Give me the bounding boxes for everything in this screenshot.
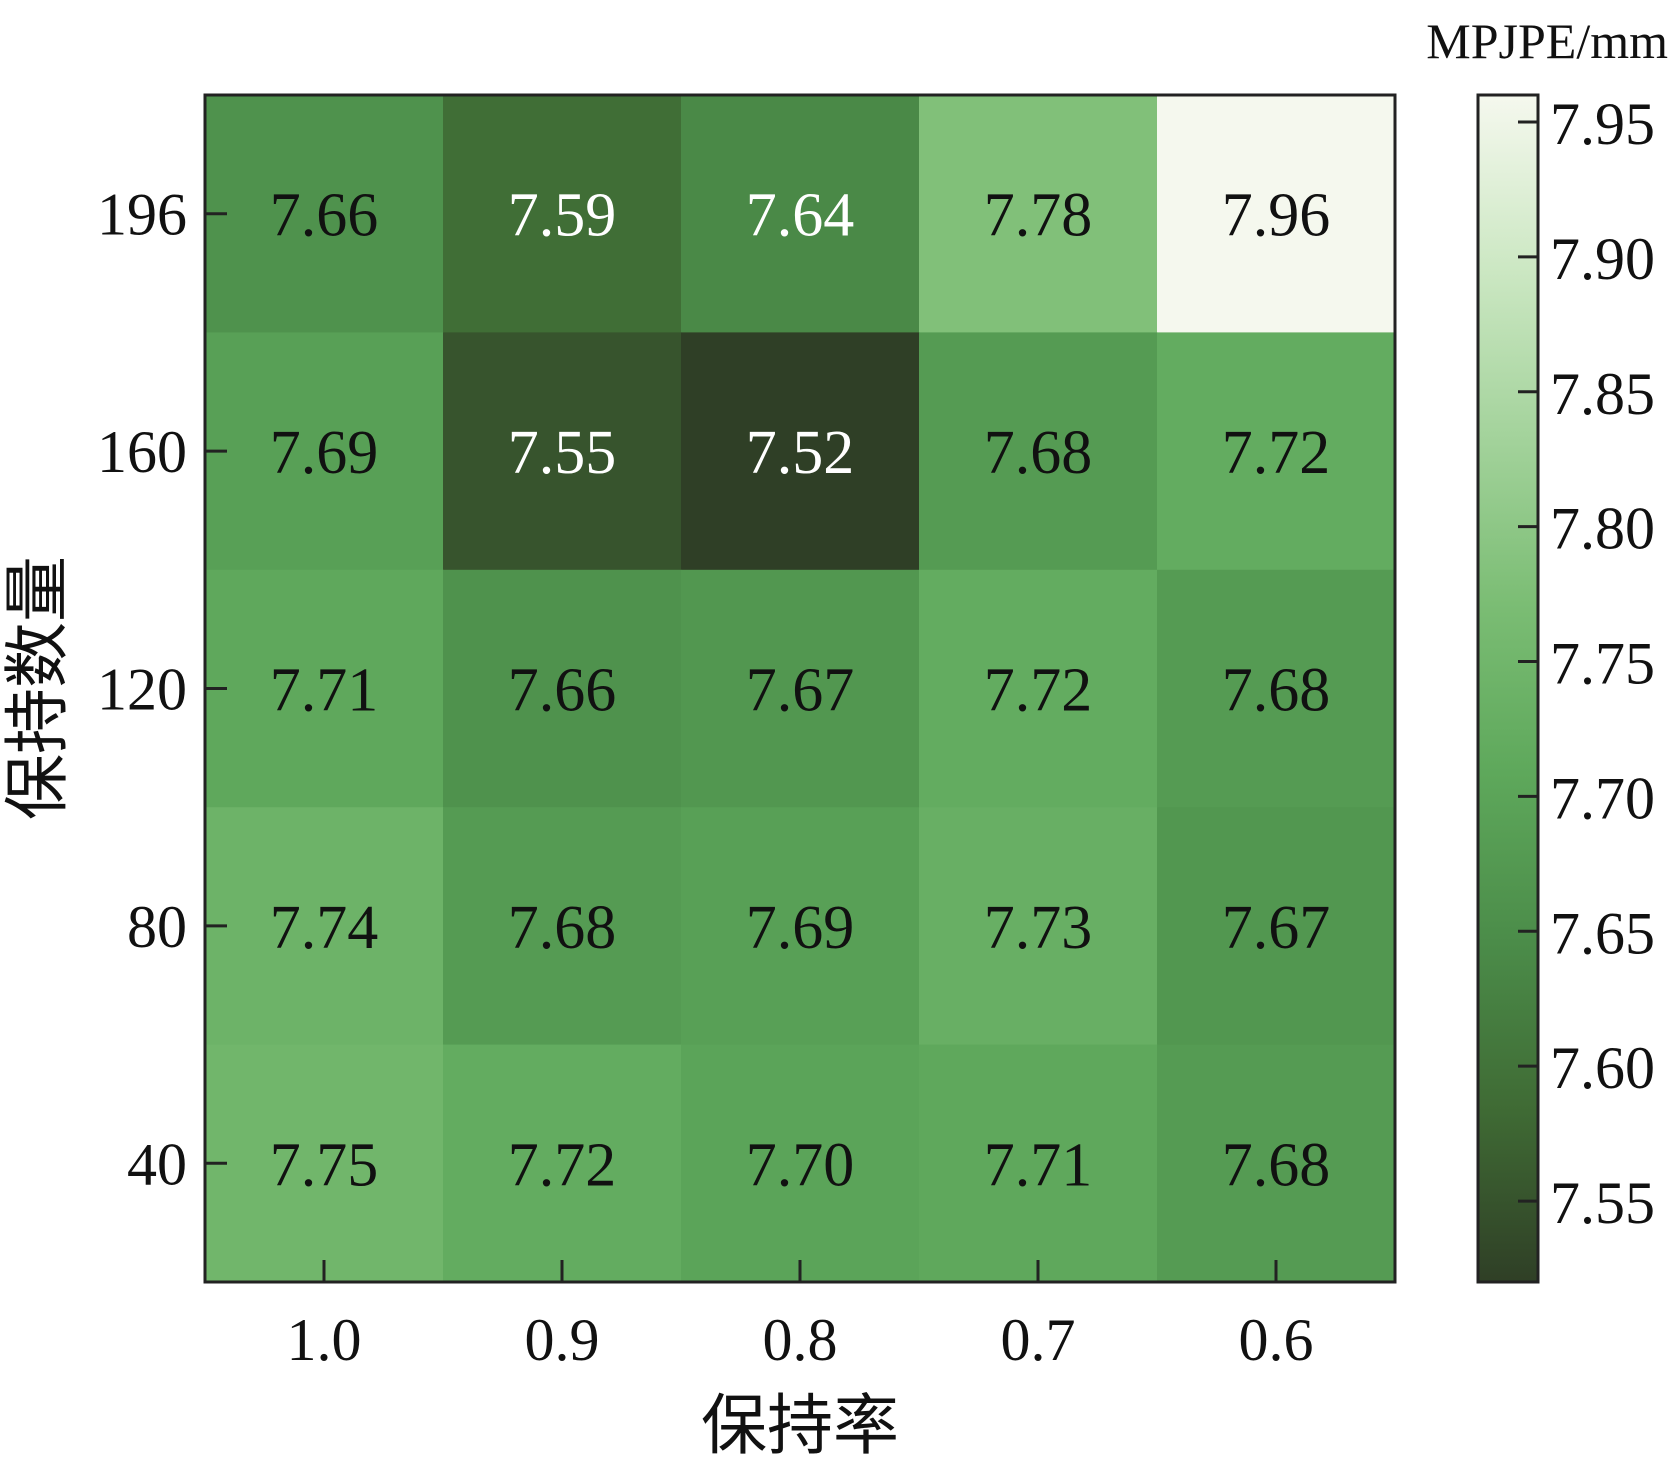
heatmap-cell [205, 95, 444, 333]
heatmap-cell [1157, 807, 1396, 1046]
heatmap-cell [919, 1044, 1158, 1283]
colorbar-tick-label: 7.90 [1550, 226, 1655, 292]
cell-value-label: 7.68 [1222, 1131, 1331, 1199]
heatmap-cell [919, 332, 1158, 571]
heatmap-cell [443, 332, 682, 571]
heatmap-cell [681, 569, 920, 808]
colorbar-tick-label: 7.65 [1550, 900, 1655, 966]
colorbar-tick-label: 7.55 [1550, 1170, 1655, 1236]
cell-value-label: 7.59 [508, 182, 617, 250]
heatmap-cell [443, 569, 682, 808]
y-tick-label: 160 [97, 419, 187, 485]
cell-value-label: 7.67 [746, 657, 855, 725]
heatmap-cell [681, 332, 920, 571]
heatmap-cell [919, 569, 1158, 808]
heatmap-cell [1157, 569, 1396, 808]
cell-value-label: 7.52 [746, 419, 855, 487]
heatmap-cell [1157, 95, 1396, 333]
x-tick-label: 0.6 [1239, 1307, 1314, 1373]
heatmap-cell [443, 807, 682, 1046]
cell-value-label: 7.78 [984, 182, 1093, 250]
cell-value-label: 7.71 [270, 657, 379, 725]
x-tick-label: 0.7 [1001, 1307, 1076, 1373]
colorbar-tick-label: 7.75 [1550, 631, 1655, 697]
cell-value-label: 7.68 [1222, 657, 1331, 725]
x-axis-title: 保持率 [701, 1390, 899, 1458]
y-tick-label: 40 [127, 1131, 187, 1197]
cell-value-label: 7.72 [1222, 419, 1331, 487]
heatmap-cell [205, 569, 444, 808]
colorbar-tick-label: 7.95 [1550, 91, 1655, 157]
heatmap-cell [1157, 1044, 1396, 1283]
cell-value-label: 7.64 [746, 182, 855, 250]
cell-value-label: 7.68 [508, 894, 617, 962]
cell-value-label: 7.68 [984, 419, 1093, 487]
cell-value-label: 7.55 [508, 419, 617, 487]
heatmap-cell [919, 807, 1158, 1046]
heatmap-cell [443, 95, 682, 333]
cell-value-label: 7.72 [508, 1131, 617, 1199]
colorbar [1476, 93, 1540, 1284]
cell-value-label: 7.74 [270, 894, 379, 962]
cell-value-label: 7.69 [746, 894, 855, 962]
heatmap-cell [443, 1044, 682, 1283]
heatmap-cell [205, 1044, 444, 1283]
heatmap-cell [1157, 332, 1396, 571]
cell-value-label: 7.69 [270, 419, 379, 487]
y-axis-ticks: 196 160 120 80 40 [97, 182, 227, 1197]
cell-value-label: 7.75 [270, 1131, 379, 1199]
colorbar-tick-label: 7.60 [1550, 1035, 1655, 1101]
heatmap-cell [681, 1044, 920, 1283]
cell-value-label: 7.72 [984, 657, 1093, 725]
y-tick-label: 80 [127, 894, 187, 960]
colorbar-ticks: 7.55 7.60 7.65 7.70 7.75 7.80 7.85 7.90 7.95 [1518, 91, 1655, 1236]
cell-value-label: 7.66 [508, 657, 617, 725]
heatmap-cell-labels: 7.66 7.59 7.64 7.78 7.96 7.69 7.55 7.52 7.68 7.72… [270, 182, 1331, 1200]
colorbar-tick-label: 7.70 [1550, 765, 1655, 831]
y-axis-title: 保持数量 [2, 556, 75, 820]
cell-value-label: 7.67 [1222, 894, 1331, 962]
x-tick-label: 0.8 [763, 1307, 838, 1373]
heatmap-cell [919, 95, 1158, 333]
heatmap-cell [205, 332, 444, 571]
colorbar-tick-label: 7.80 [1550, 496, 1655, 562]
x-axis-ticks: 1.0 0.9 0.8 0.7 0.6 [287, 1260, 1314, 1373]
colorbar-tick-label: 7.85 [1550, 361, 1655, 427]
x-tick-label: 1.0 [287, 1307, 362, 1373]
y-tick-label: 196 [97, 182, 187, 248]
cell-value-label: 7.66 [270, 182, 379, 250]
heatmap-cells [205, 95, 1396, 1283]
cell-value-label: 7.96 [1222, 182, 1331, 250]
heatmap-cell [681, 95, 920, 333]
heatmap-cell [681, 807, 920, 1046]
cell-value-label: 7.71 [984, 1131, 1093, 1199]
x-tick-label: 0.9 [525, 1307, 600, 1373]
y-tick-label: 120 [97, 657, 187, 723]
cell-value-label: 7.70 [746, 1131, 855, 1199]
colorbar-title: MPJPE/mm [1426, 13, 1668, 69]
cell-value-label: 7.73 [984, 894, 1093, 962]
heatmap-cell [205, 807, 444, 1046]
